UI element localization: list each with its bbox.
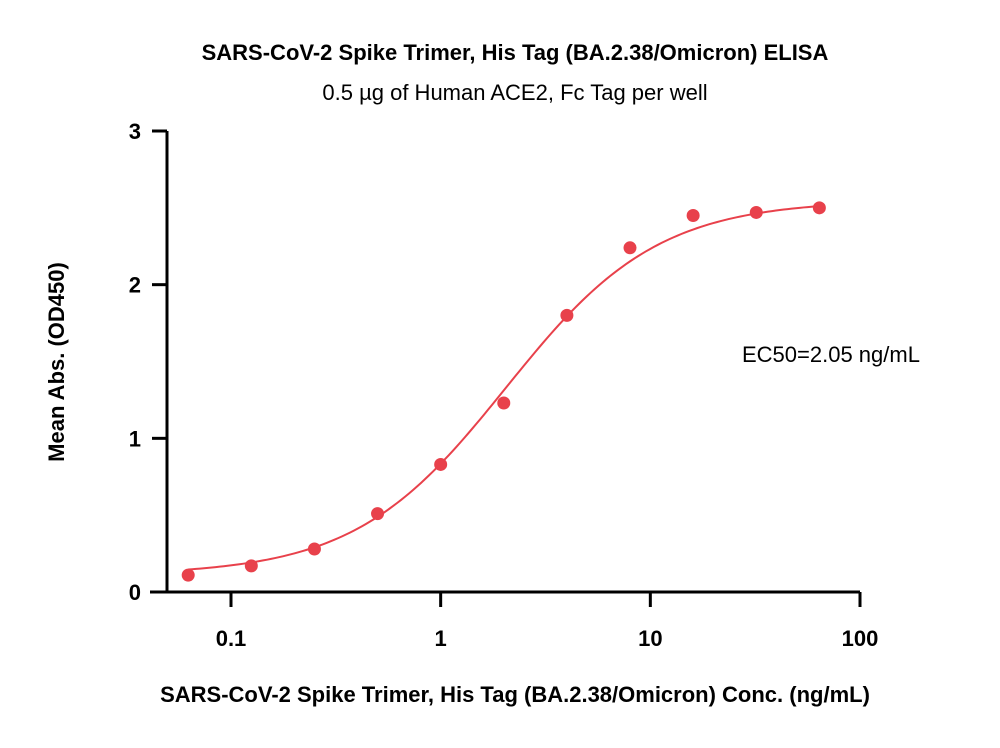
data-point — [434, 457, 448, 471]
y-ticks: 0 1 2 3 — [129, 119, 167, 605]
x-tick-label: 100 — [842, 626, 879, 651]
y-tick-label: 1 — [129, 426, 141, 451]
x-tick-label: 0.1 — [216, 626, 247, 651]
data-point — [560, 308, 574, 322]
data-point — [497, 396, 511, 410]
data-point — [812, 201, 826, 215]
x-ticks: 0.1 1 10 100 — [216, 592, 879, 651]
fit-curve — [188, 205, 820, 571]
data-point — [181, 568, 195, 582]
y-tick-label: 0 — [129, 580, 141, 605]
chart-subtitle: 0.5 µg of Human ACE2, Fc Tag per well — [322, 80, 707, 105]
x-tick-label: 1 — [435, 626, 447, 651]
data-point — [686, 209, 700, 223]
data-point — [244, 559, 258, 573]
data-points — [181, 201, 826, 582]
data-point — [307, 542, 321, 556]
ec50-annotation: EC50=2.05 ng/mL — [742, 342, 920, 367]
data-point — [749, 205, 763, 219]
x-tick-label: 10 — [638, 626, 662, 651]
y-tick-label: 2 — [129, 273, 141, 298]
chart-title: SARS-CoV-2 Spike Trimer, His Tag (BA.2.3… — [202, 40, 829, 65]
axes — [150, 131, 860, 594]
x-axis-title: SARS-CoV-2 Spike Trimer, His Tag (BA.2.3… — [160, 682, 870, 707]
y-tick-label: 3 — [129, 119, 141, 144]
data-point — [371, 507, 385, 521]
data-point — [623, 241, 637, 255]
y-axis-title: Mean Abs. (OD450) — [44, 262, 69, 462]
